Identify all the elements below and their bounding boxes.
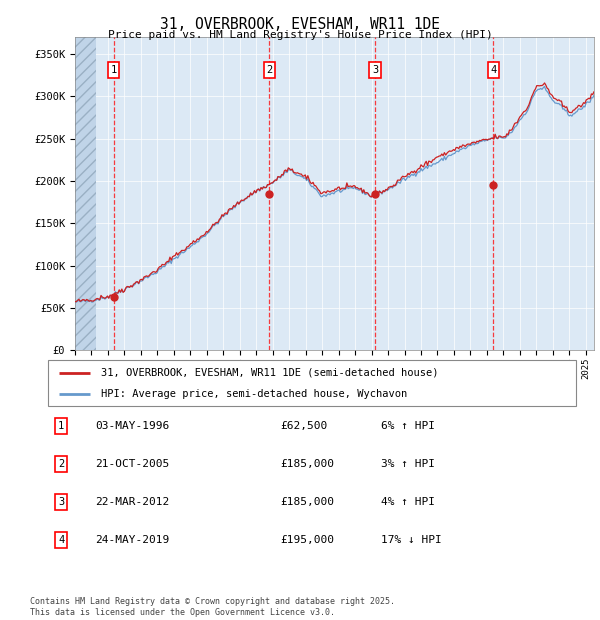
- Text: 4: 4: [490, 65, 496, 75]
- FancyBboxPatch shape: [48, 360, 576, 406]
- Text: 31, OVERBROOK, EVESHAM, WR11 1DE (semi-detached house): 31, OVERBROOK, EVESHAM, WR11 1DE (semi-d…: [101, 368, 438, 378]
- Text: Contains HM Land Registry data © Crown copyright and database right 2025.
This d: Contains HM Land Registry data © Crown c…: [30, 598, 395, 617]
- Text: 3% ↑ HPI: 3% ↑ HPI: [380, 459, 434, 469]
- Text: 21-OCT-2005: 21-OCT-2005: [95, 459, 170, 469]
- Text: 1: 1: [110, 65, 117, 75]
- Text: £195,000: £195,000: [280, 535, 334, 545]
- Text: £185,000: £185,000: [280, 459, 334, 469]
- Text: 3: 3: [372, 65, 379, 75]
- Text: 4: 4: [58, 535, 64, 545]
- Text: 24-MAY-2019: 24-MAY-2019: [95, 535, 170, 545]
- Text: 6% ↑ HPI: 6% ↑ HPI: [380, 421, 434, 431]
- Text: 31, OVERBROOK, EVESHAM, WR11 1DE: 31, OVERBROOK, EVESHAM, WR11 1DE: [160, 17, 440, 32]
- Text: £185,000: £185,000: [280, 497, 334, 507]
- Text: 1: 1: [58, 421, 64, 431]
- Text: 2: 2: [266, 65, 272, 75]
- Text: 22-MAR-2012: 22-MAR-2012: [95, 497, 170, 507]
- Text: HPI: Average price, semi-detached house, Wychavon: HPI: Average price, semi-detached house,…: [101, 389, 407, 399]
- Text: Price paid vs. HM Land Registry's House Price Index (HPI): Price paid vs. HM Land Registry's House …: [107, 30, 493, 40]
- Text: 17% ↓ HPI: 17% ↓ HPI: [380, 535, 442, 545]
- Bar: [75, 37, 97, 350]
- Text: 3: 3: [58, 497, 64, 507]
- Text: 2: 2: [58, 459, 64, 469]
- Text: £62,500: £62,500: [280, 421, 328, 431]
- Text: 03-MAY-1996: 03-MAY-1996: [95, 421, 170, 431]
- Text: 4% ↑ HPI: 4% ↑ HPI: [380, 497, 434, 507]
